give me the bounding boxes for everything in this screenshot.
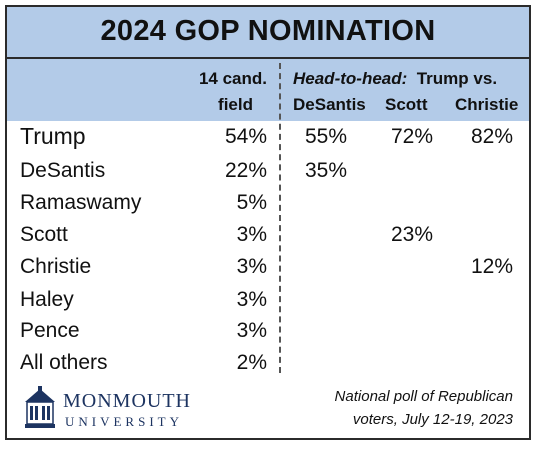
cell-ramaswamy-field: 5% — [236, 191, 267, 214]
col-header-field-line2: field — [218, 95, 253, 114]
cell-christie-field: 3% — [236, 255, 267, 278]
row-name-haley: Haley — [20, 288, 74, 311]
cell-trump-field: 54% — [224, 125, 267, 148]
row-name-scott: Scott — [20, 223, 68, 246]
chart-title: 2024 GOP NOMINATION — [100, 15, 436, 47]
row-name-trump: Trump — [20, 123, 86, 149]
cell-christie-vs-christie: 12% — [470, 255, 513, 278]
col-header-scott: Scott — [385, 95, 428, 114]
logo-line1: MONMOUTH — [63, 390, 191, 412]
column-divider — [279, 63, 281, 373]
university-building-icon — [25, 386, 55, 428]
cell-trump-vs-christie: 82% — [470, 125, 513, 148]
col-header-head-to-head: Head-to-head: Trump vs. — [293, 69, 497, 89]
poll-table: 2024 GOP NOMINATION 14 cand. field Head-… — [5, 5, 531, 440]
title-rule — [7, 57, 529, 59]
cell-trump-vs-scott: 72% — [390, 125, 433, 148]
row-name-ramaswamy: Ramaswamy — [20, 191, 142, 214]
trump-vs-label: Trump vs. — [416, 69, 498, 88]
col-header-field-line1: 14 cand. — [198, 69, 267, 88]
cell-scott-field: 3% — [236, 223, 267, 246]
cell-scott-vs-scott: 23% — [390, 223, 433, 246]
cell-desantis-field: 22% — [224, 159, 267, 182]
cell-haley-field: 3% — [236, 288, 267, 311]
logo-line2: UNIVERSITY — [65, 414, 183, 429]
row-name-desantis: DeSantis — [20, 159, 106, 182]
header-band — [7, 7, 529, 121]
cell-desantis-vs-desantis: 35% — [304, 159, 347, 182]
col-header-desantis: DeSantis — [293, 95, 366, 114]
cell-pence-field: 3% — [236, 319, 267, 342]
footnote-line1: National poll of Republican — [334, 388, 513, 405]
row-name-christie: Christie — [20, 255, 92, 278]
row-name-pence: Pence — [20, 319, 80, 342]
row-name-all-others: All others — [20, 351, 108, 374]
footnote-line2: voters, July 12-19, 2023 — [352, 411, 513, 428]
head-to-head-label: Head-to-head: — [293, 69, 408, 88]
col-header-christie: Christie — [455, 95, 519, 114]
cell-all-others-field: 2% — [236, 351, 267, 374]
cell-trump-vs-desantis: 55% — [304, 125, 347, 148]
monmouth-logo: MONMOUTH UNIVERSITY — [21, 384, 211, 434]
